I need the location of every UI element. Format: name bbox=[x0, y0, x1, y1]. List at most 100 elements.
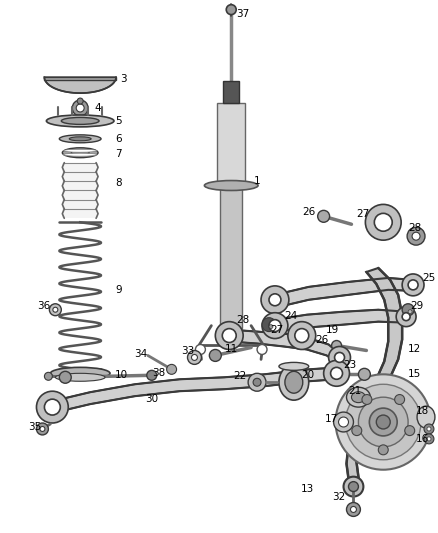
Polygon shape bbox=[275, 278, 413, 308]
Circle shape bbox=[407, 227, 425, 245]
Circle shape bbox=[262, 318, 276, 332]
Polygon shape bbox=[275, 310, 406, 332]
Circle shape bbox=[324, 360, 350, 386]
Circle shape bbox=[405, 426, 415, 435]
Circle shape bbox=[261, 286, 289, 314]
Text: 37: 37 bbox=[236, 9, 250, 19]
Circle shape bbox=[253, 378, 261, 386]
Text: 27: 27 bbox=[271, 325, 284, 335]
Circle shape bbox=[36, 391, 68, 423]
Circle shape bbox=[77, 98, 83, 104]
Circle shape bbox=[350, 506, 357, 512]
Ellipse shape bbox=[46, 115, 114, 127]
Circle shape bbox=[248, 373, 266, 391]
Text: 4: 4 bbox=[94, 103, 101, 113]
Text: 23: 23 bbox=[343, 360, 357, 370]
Circle shape bbox=[334, 412, 353, 432]
Text: 17: 17 bbox=[325, 414, 338, 424]
Ellipse shape bbox=[55, 373, 105, 381]
Circle shape bbox=[269, 325, 273, 329]
Text: 21: 21 bbox=[349, 386, 362, 396]
Circle shape bbox=[369, 408, 397, 436]
Text: 11: 11 bbox=[225, 344, 239, 354]
Circle shape bbox=[424, 434, 434, 444]
Circle shape bbox=[396, 307, 416, 327]
Text: 20: 20 bbox=[301, 370, 314, 381]
Text: 32: 32 bbox=[332, 491, 346, 502]
Circle shape bbox=[191, 354, 198, 360]
Circle shape bbox=[328, 346, 350, 368]
Ellipse shape bbox=[62, 148, 98, 158]
Circle shape bbox=[72, 100, 88, 116]
Circle shape bbox=[332, 341, 342, 351]
Ellipse shape bbox=[205, 181, 258, 190]
Circle shape bbox=[295, 329, 309, 343]
Circle shape bbox=[76, 104, 84, 112]
Text: 22: 22 bbox=[233, 372, 247, 381]
Ellipse shape bbox=[64, 149, 97, 152]
Ellipse shape bbox=[279, 365, 309, 400]
Text: 24: 24 bbox=[284, 311, 297, 321]
Text: 29: 29 bbox=[410, 301, 424, 311]
Text: 15: 15 bbox=[408, 369, 421, 379]
Circle shape bbox=[374, 213, 392, 231]
Circle shape bbox=[215, 321, 243, 350]
Circle shape bbox=[336, 374, 431, 470]
Bar bbox=[223, 81, 239, 103]
Text: 33: 33 bbox=[181, 346, 195, 357]
Circle shape bbox=[44, 373, 53, 380]
Polygon shape bbox=[229, 329, 340, 364]
Circle shape bbox=[427, 437, 431, 441]
Circle shape bbox=[288, 321, 316, 350]
Text: 28: 28 bbox=[236, 314, 249, 325]
Text: 16: 16 bbox=[416, 434, 429, 444]
Circle shape bbox=[53, 307, 58, 312]
Circle shape bbox=[187, 351, 201, 365]
Circle shape bbox=[331, 367, 343, 379]
Ellipse shape bbox=[279, 362, 309, 370]
Text: 36: 36 bbox=[38, 301, 51, 311]
Circle shape bbox=[226, 5, 236, 14]
Circle shape bbox=[427, 427, 431, 431]
Circle shape bbox=[318, 211, 330, 222]
Circle shape bbox=[59, 372, 71, 383]
Ellipse shape bbox=[285, 372, 303, 393]
Circle shape bbox=[358, 397, 408, 447]
Circle shape bbox=[346, 384, 421, 460]
Circle shape bbox=[408, 310, 412, 314]
Text: 5: 5 bbox=[115, 116, 122, 126]
Polygon shape bbox=[346, 399, 366, 487]
Text: 19: 19 bbox=[325, 325, 339, 335]
Text: 6: 6 bbox=[115, 134, 122, 144]
Circle shape bbox=[376, 415, 390, 429]
Text: 35: 35 bbox=[28, 422, 42, 432]
Circle shape bbox=[408, 280, 418, 290]
Text: 30: 30 bbox=[145, 394, 158, 404]
Circle shape bbox=[346, 503, 360, 516]
Text: 1: 1 bbox=[254, 175, 261, 185]
Text: 28: 28 bbox=[408, 223, 421, 233]
Circle shape bbox=[343, 477, 364, 497]
Text: 26: 26 bbox=[302, 207, 315, 217]
Circle shape bbox=[365, 204, 401, 240]
Circle shape bbox=[36, 423, 48, 435]
Circle shape bbox=[395, 394, 405, 405]
Circle shape bbox=[40, 426, 45, 431]
Circle shape bbox=[402, 304, 414, 316]
Circle shape bbox=[349, 482, 358, 491]
Circle shape bbox=[257, 344, 267, 354]
Ellipse shape bbox=[71, 150, 89, 155]
Circle shape bbox=[352, 426, 362, 435]
Circle shape bbox=[358, 368, 371, 380]
Ellipse shape bbox=[50, 367, 110, 379]
Ellipse shape bbox=[59, 135, 101, 143]
Circle shape bbox=[44, 399, 60, 415]
Text: 9: 9 bbox=[115, 285, 122, 295]
Polygon shape bbox=[357, 268, 402, 401]
Circle shape bbox=[269, 320, 281, 332]
Polygon shape bbox=[53, 367, 339, 413]
Polygon shape bbox=[44, 77, 116, 93]
Circle shape bbox=[195, 344, 205, 354]
Ellipse shape bbox=[69, 137, 91, 141]
Circle shape bbox=[209, 350, 221, 361]
